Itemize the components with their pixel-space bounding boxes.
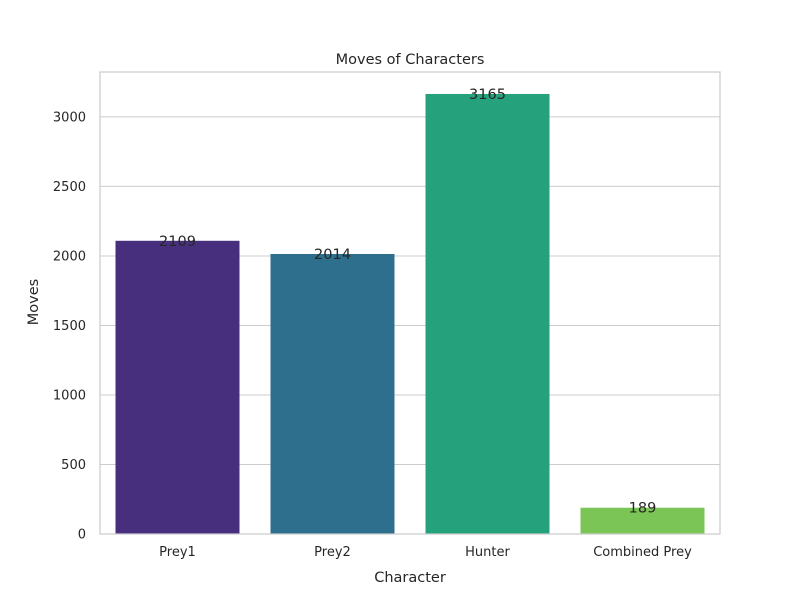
data-label: 3165 [469,87,506,103]
data-labels: 2109 2014 3165 189 [159,87,656,517]
data-label: 2014 [314,247,351,263]
bars [115,93,705,535]
x-axis-ticks: Prey1 Prey2 Hunter Combined Prey [159,545,692,560]
x-tick-label: Hunter [465,545,510,560]
y-tick-label: 2000 [53,249,86,264]
data-label: 2109 [159,234,196,250]
y-tick-label: 1000 [53,388,86,403]
x-tick-label: Prey2 [314,545,351,560]
y-tick-label: 3000 [53,110,86,125]
bar-combined-prey [580,507,705,534]
bar-prey2 [270,253,395,534]
y-axis-ticks: 0 500 1000 1500 2000 2500 3000 [53,110,86,542]
bar-hunter [425,93,550,535]
y-tick-label: 500 [61,458,86,473]
y-axis-label: Moves [26,279,42,325]
x-tick-label: Combined Prey [593,545,692,560]
bar-prey1 [115,240,240,534]
x-tick-label: Prey1 [159,545,196,560]
y-tick-label: 1500 [53,319,86,334]
data-label: 189 [629,501,657,517]
y-tick-label: 0 [78,528,86,543]
chart-title: Moves of Characters [336,52,485,68]
plot-frame [99,71,721,535]
x-axis-label: Character [374,570,446,586]
y-tick-label: 2500 [53,180,86,195]
